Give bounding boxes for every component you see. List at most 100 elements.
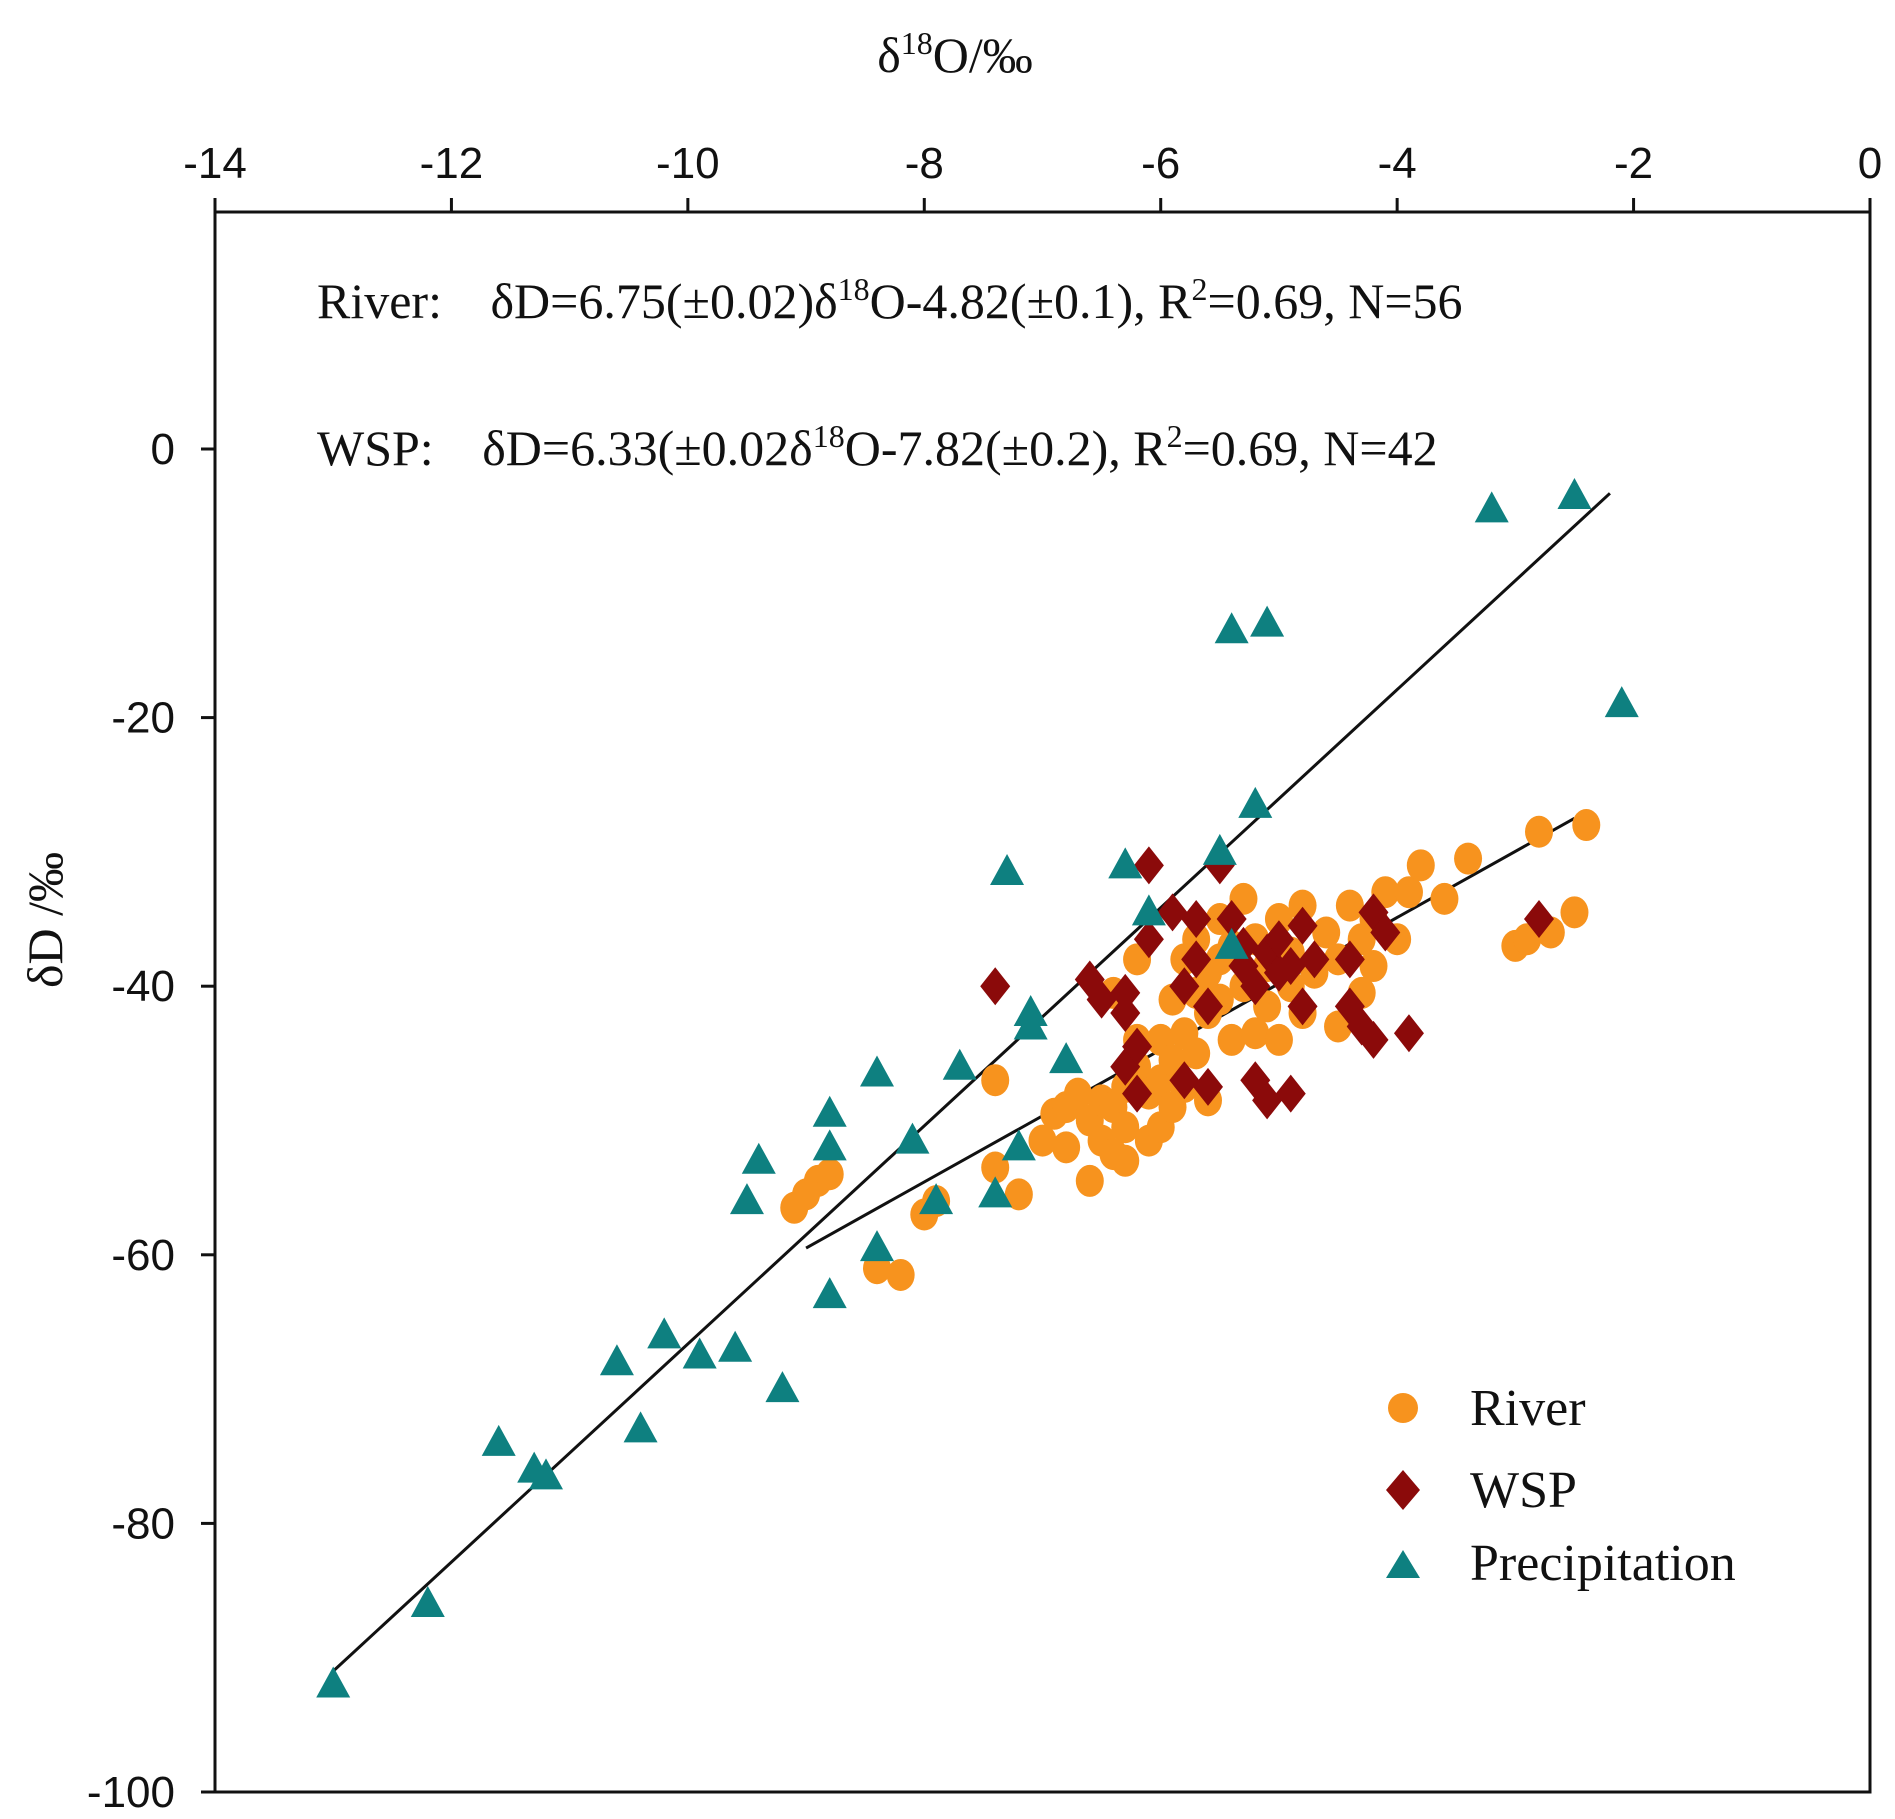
river-point — [1052, 1131, 1081, 1164]
legend-wsp-label: WSP — [1470, 1462, 1577, 1519]
wsp-equation-c: =0.69, N=42 — [1183, 420, 1438, 476]
precipitation-point — [1001, 1129, 1036, 1161]
precipitation-point — [682, 1337, 717, 1369]
precipitation-point — [990, 854, 1025, 886]
wsp-point — [1193, 1067, 1223, 1106]
river-equation-a: δD=6.75(±0.02)δ — [490, 273, 837, 329]
data-points — [316, 478, 1639, 1698]
wsp-point — [1122, 1074, 1153, 1113]
river-point — [981, 1064, 1010, 1097]
river-point — [1111, 1144, 1140, 1177]
plot-area — [213, 210, 1872, 1794]
y-tick-label: -100 — [87, 1768, 175, 1817]
precipitation-point — [410, 1585, 445, 1617]
precipitation-point — [741, 1142, 776, 1174]
wsp-point — [1169, 1061, 1200, 1100]
precipitation-point — [1131, 894, 1166, 926]
river-point — [1572, 809, 1601, 842]
x-tick-label: -8 — [905, 139, 944, 188]
y-tick-label: -40 — [111, 962, 175, 1011]
river-equation-sup1: 18 — [838, 271, 870, 307]
river-point — [1335, 889, 1364, 922]
river-point — [886, 1258, 915, 1291]
x-tick-label: -4 — [1378, 139, 1417, 188]
wsp-point — [1133, 846, 1164, 885]
legend-river-label: River — [1470, 1380, 1586, 1437]
river-point — [1241, 1017, 1270, 1050]
precipitation-point — [1604, 686, 1639, 718]
precipitation-point — [765, 1371, 800, 1403]
wsp-point — [1299, 940, 1330, 979]
river-point — [1182, 923, 1211, 956]
precipitation-point — [718, 1330, 753, 1362]
river-point — [1394, 876, 1423, 909]
x-tick-label: -2 — [1614, 139, 1653, 188]
wsp-point — [1157, 893, 1188, 932]
precipitation-point — [1108, 847, 1143, 879]
precipitation-point — [1214, 612, 1249, 644]
river-point — [1406, 849, 1435, 882]
x-axis: -14 -12 -10 -8 -6 -4 -2 0 — [183, 139, 1882, 212]
y-tick-label: -20 — [111, 694, 175, 743]
wsp-point — [1263, 920, 1294, 959]
precipitation-point — [1049, 1042, 1084, 1074]
river-point — [815, 1158, 844, 1191]
precipitation-point — [860, 1055, 894, 1087]
precipitation-point — [812, 1129, 847, 1161]
wsp-point — [1524, 900, 1554, 939]
precipitation-point — [729, 1183, 764, 1215]
river-equation: River: δD=6.75(±0.02)δ18O-4.82(±0.1), R2… — [317, 271, 1463, 329]
precipitation-point — [529, 1458, 563, 1490]
precipitation-point — [942, 1048, 977, 1080]
wsp-point — [1169, 967, 1200, 1006]
river-point — [1264, 903, 1293, 936]
precipitation-point — [599, 1344, 634, 1376]
wsp-point — [1181, 940, 1212, 979]
wsp-point — [1181, 900, 1212, 939]
precipitation-point — [860, 1230, 894, 1262]
river-point — [1525, 815, 1553, 848]
wsp-point — [1287, 987, 1318, 1026]
wsp-equation-a: δD=6.33(±0.02δ — [482, 420, 813, 476]
precipitation-point — [1474, 491, 1509, 523]
wsp-point — [1193, 987, 1223, 1026]
wsp-point — [980, 967, 1011, 1006]
wsp-equation-prefix: WSP: — [317, 420, 434, 476]
river-point — [1560, 896, 1589, 929]
precipitation-point — [647, 1317, 682, 1349]
wsp-point — [1334, 940, 1365, 979]
river-point — [1075, 1164, 1104, 1197]
x-tick-label: -6 — [1141, 139, 1180, 188]
wsp-point — [1110, 994, 1141, 1033]
wsp-equation-sup2: 2 — [1167, 418, 1183, 454]
precipitation-point — [812, 1277, 847, 1309]
river-point — [1063, 1077, 1092, 1110]
wsp-point — [1252, 1081, 1283, 1120]
wsp-point — [1086, 980, 1117, 1019]
x-tick-label: 0 — [1858, 139, 1882, 188]
precipitation-point — [1214, 927, 1249, 959]
river-point — [1004, 1178, 1033, 1211]
precipitation-point — [1250, 605, 1285, 637]
precipitation-point — [623, 1411, 658, 1443]
river-point — [1454, 842, 1483, 875]
y-tick-label: 0 — [151, 425, 175, 474]
precipitation-point — [1013, 1008, 1048, 1040]
wsp-point — [1275, 947, 1306, 986]
legend-wsp-marker — [1386, 1470, 1420, 1510]
legend-precipitation-label: Precipitation — [1470, 1535, 1736, 1592]
river-point — [1312, 916, 1341, 949]
wsp-point — [1287, 906, 1318, 945]
wsp-point — [1133, 920, 1164, 959]
legend-river-marker — [1388, 1393, 1418, 1423]
precipitation-point — [316, 1666, 351, 1698]
precipitation-point — [1238, 786, 1273, 818]
precipitation-point — [481, 1424, 516, 1456]
river-point — [1359, 950, 1388, 983]
wsp-point — [1216, 900, 1247, 939]
wsp-point — [1358, 1020, 1389, 1059]
precipitation-point — [1557, 478, 1592, 510]
x-tick-label: -14 — [183, 139, 247, 188]
x-axis-title: δ18O/‰ — [877, 25, 1033, 83]
x-tick-label: -10 — [656, 139, 720, 188]
